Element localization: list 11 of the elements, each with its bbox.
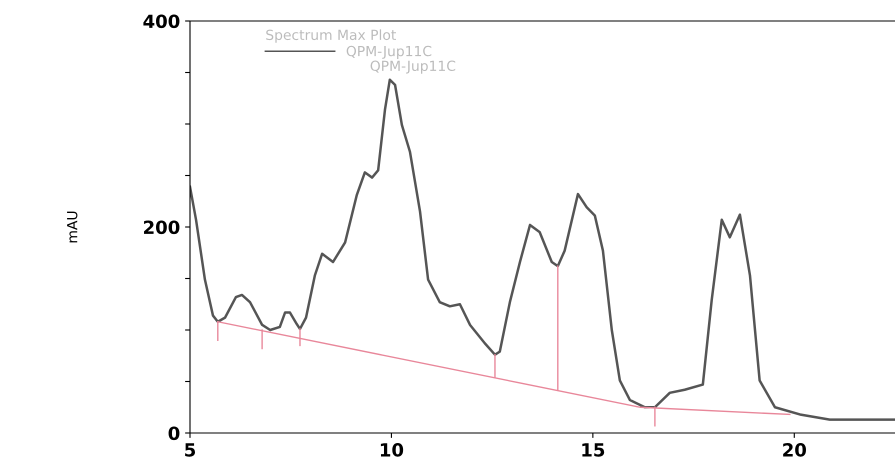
annotation: QPM-Jup11C xyxy=(370,60,456,74)
x-tick-label: 10 xyxy=(380,443,404,457)
y-axis-title: mAU xyxy=(67,212,78,242)
legend-label: QPM-Jup11C xyxy=(346,46,432,59)
legend-title: Spectrum Max Plot xyxy=(266,29,396,43)
x-tick-label: 20 xyxy=(783,443,806,457)
x-tick-label: 5 xyxy=(185,443,196,457)
y-tick-label: 0 xyxy=(168,426,180,440)
x-tick-label: 15 xyxy=(582,443,604,457)
y-tick-label: 200 xyxy=(144,220,180,234)
y-tick-label: 400 xyxy=(143,14,180,28)
